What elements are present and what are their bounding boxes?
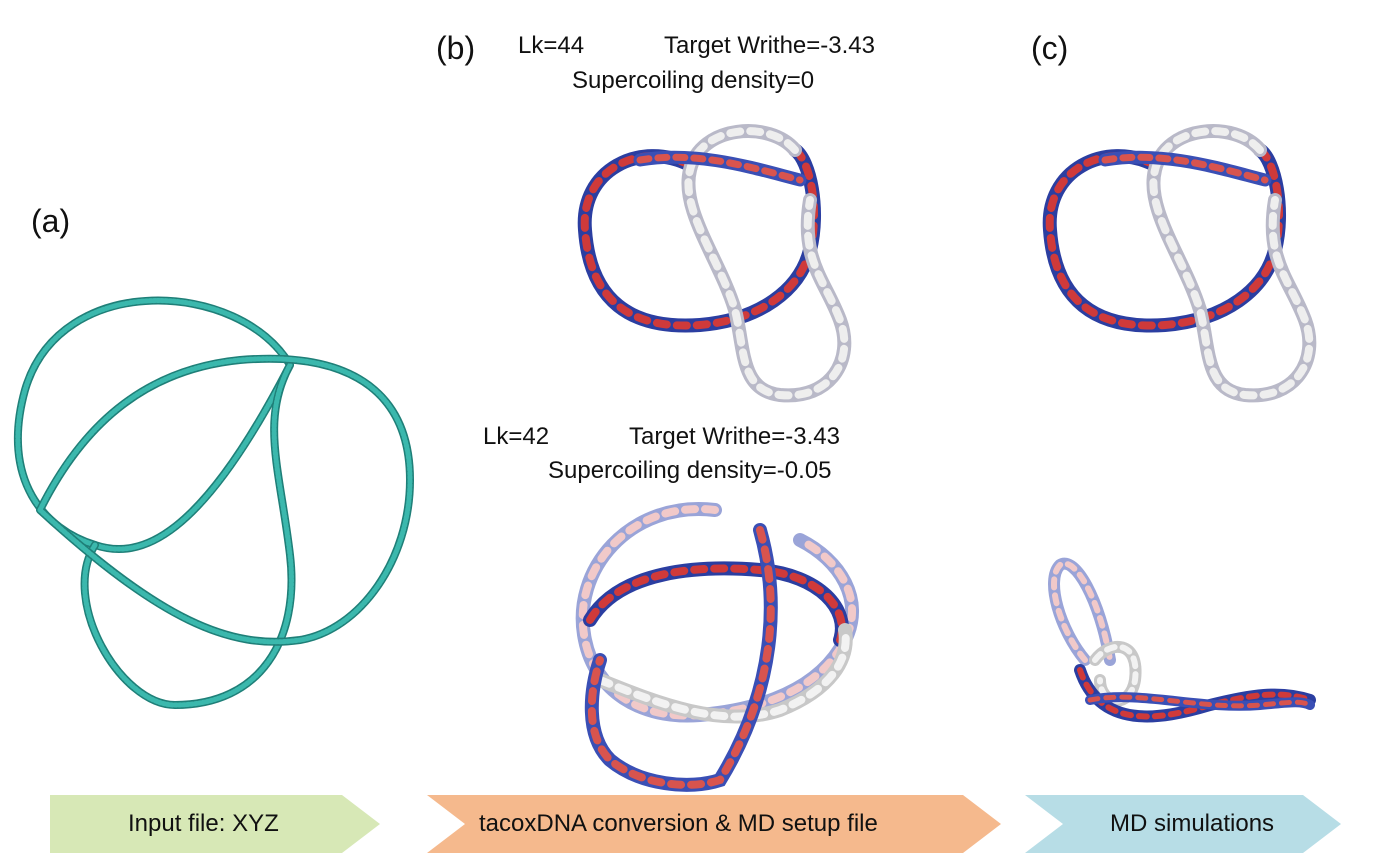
- top-lk-text: Lk=44: [518, 32, 585, 59]
- panel-b-label: (b): [436, 30, 476, 66]
- step-input-label: Input file: XYZ: [128, 810, 279, 837]
- bottom-writhe-text: Target Writhe=-3.43: [629, 423, 840, 450]
- panel-c-label: (c): [1031, 30, 1069, 66]
- dna-model-b-top: [577, 124, 852, 403]
- panel-a-label: (a): [31, 203, 71, 239]
- dna-model-b-bottom: [575, 502, 860, 792]
- step-simulation-banner: MD simulations: [1025, 795, 1341, 853]
- step-input-banner: Input file: XYZ: [50, 795, 380, 853]
- step-simulation-label: MD simulations: [1110, 810, 1275, 837]
- trefoil-knot-teal: [13, 296, 415, 710]
- step-conversion-banner: tacoxDNA conversion & MD setup file: [427, 795, 1001, 853]
- bottom-lk-text: Lk=42: [483, 423, 550, 450]
- dna-model-c-bottom: [1048, 557, 1316, 723]
- top-density-text: Supercoiling density=0: [572, 67, 815, 94]
- bottom-density-text: Supercoiling density=-0.05: [548, 457, 832, 484]
- step-conversion-label: tacoxDNA conversion & MD setup file: [479, 810, 878, 837]
- top-writhe-text: Target Writhe=-3.43: [664, 32, 875, 59]
- dna-model-c-top: [1042, 124, 1317, 403]
